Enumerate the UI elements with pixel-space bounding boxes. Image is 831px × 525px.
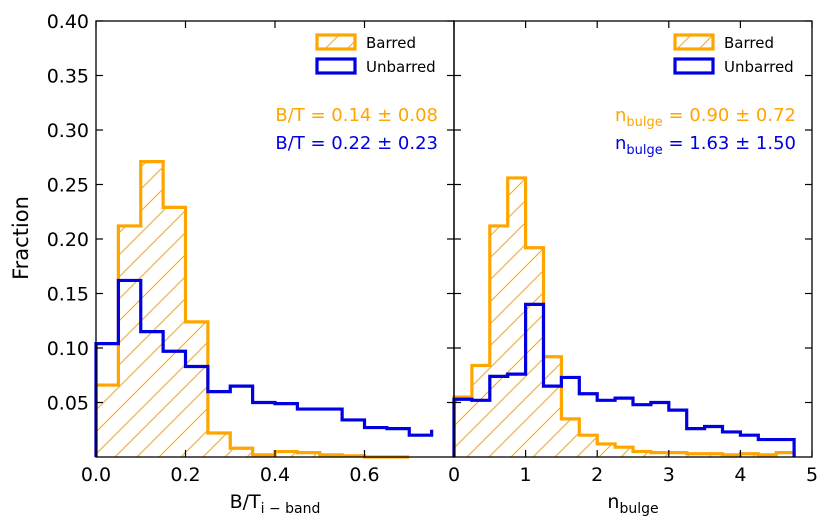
y-tick-label: 0.20 bbox=[47, 229, 89, 251]
legend-swatch-barred-left bbox=[315, 33, 357, 51]
stat-annotation-unbarred-right: nbulge = 1.63 ± 1.50 bbox=[615, 133, 796, 158]
x-axis-label-left: B/Ti − band bbox=[230, 491, 321, 517]
stat-annotation-unbarred-left: B/T = 0.22 ± 0.23 bbox=[275, 133, 438, 154]
legend-label-unbarred-left: Unbarred bbox=[366, 58, 436, 76]
legend-label-barred-left: Barred bbox=[366, 34, 416, 52]
x-tick-label-right: 0 bbox=[448, 464, 460, 486]
legend-swatch-unbarred-left bbox=[315, 57, 357, 75]
y-tick-label: 0.10 bbox=[47, 338, 89, 360]
stat-annotation-barred-left: B/T = 0.14 ± 0.08 bbox=[275, 105, 438, 126]
barred-hatch-fill-left bbox=[96, 161, 410, 458]
x-tick-label-left: 0.0 bbox=[81, 464, 111, 486]
y-tick-label: 0.05 bbox=[47, 393, 89, 415]
y-tick-label: 0.25 bbox=[47, 175, 89, 197]
legend-swatch-barred-right bbox=[673, 33, 715, 51]
x-tick-label-right: 4 bbox=[734, 464, 746, 486]
unbarred-histogram-right bbox=[452, 302, 796, 457]
y-tick-label: 0.35 bbox=[47, 66, 89, 88]
y-tick-label: 0.40 bbox=[47, 11, 89, 33]
legend-label-unbarred-right: Unbarred bbox=[724, 58, 794, 76]
y-tick-label: 0.30 bbox=[47, 120, 89, 142]
barred-histogram-left bbox=[94, 160, 410, 459]
unbarred-histogram-left bbox=[94, 278, 434, 457]
barred-hatch-fill-right bbox=[454, 177, 795, 457]
x-axis-label-right: nbulge bbox=[607, 491, 658, 517]
legend-swatch-unbarred-right bbox=[673, 57, 715, 75]
y-tick-label: 0.15 bbox=[47, 284, 89, 306]
x-tick-label-left: 0.2 bbox=[170, 464, 200, 486]
x-tick-label-left: 0.6 bbox=[349, 464, 379, 486]
x-tick-label-right: 3 bbox=[663, 464, 675, 486]
x-tick-label-right: 1 bbox=[520, 464, 532, 486]
stat-annotation-barred-right: nbulge = 0.90 ± 0.72 bbox=[615, 105, 796, 130]
x-tick-label-left: 0.4 bbox=[260, 464, 290, 486]
legend-label-barred-right: Barred bbox=[724, 34, 774, 52]
x-tick-label-right: 2 bbox=[591, 464, 603, 486]
x-tick-label-right: 5 bbox=[806, 464, 818, 486]
y-axis-label: Fraction bbox=[9, 196, 33, 280]
